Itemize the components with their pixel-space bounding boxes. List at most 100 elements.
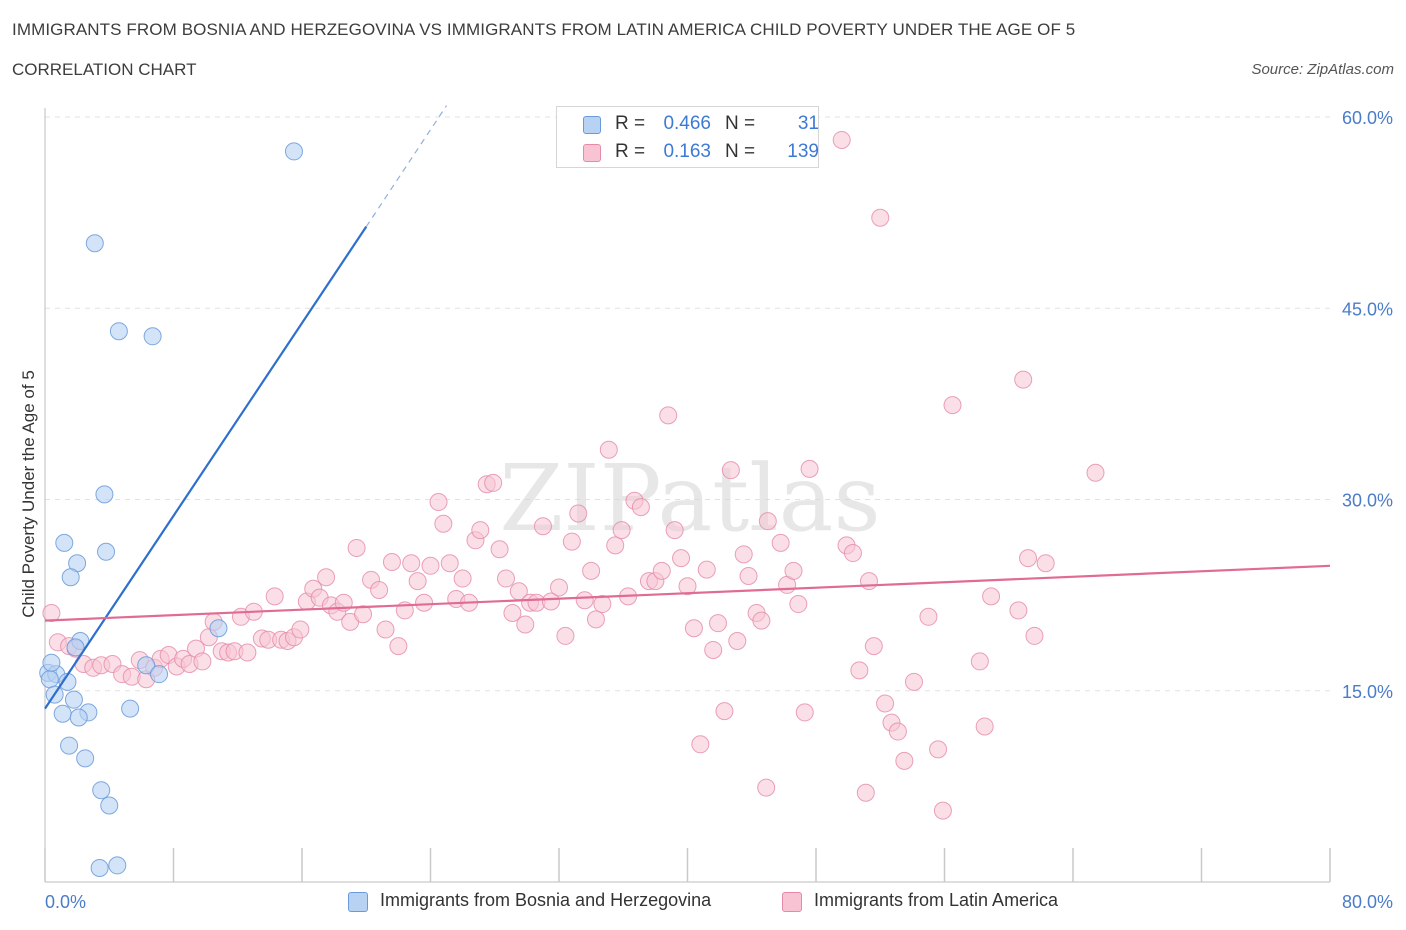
legend-swatch-blue [583,116,601,134]
latin-america-point [606,536,625,555]
latin-america-point [569,504,588,523]
y-axis-title: Child Poverty Under the Age of 5 [19,370,38,618]
legend-r-label: R = [615,141,646,162]
latin-america-points [42,130,1105,820]
latin-america-point [1036,554,1055,573]
latin-america-point [265,587,284,606]
bosnia-point [92,781,111,800]
series-legend-label: Immigrants from Latin America [814,890,1059,910]
bosnia-point [85,234,104,253]
latin-america-point [678,577,697,596]
bosnia-point [97,542,116,561]
axes-layer [44,108,1331,883]
latin-america-point [919,607,938,626]
latin-america-point [757,778,776,797]
latin-america-point [347,538,366,557]
legend-swatch-blue [348,892,368,912]
latin-america-point [291,620,310,639]
latin-america-point [490,540,509,559]
y-tick-label: 15.0% [1342,682,1393,702]
legend-swatch-pink [782,892,802,912]
latin-america-point [771,533,790,552]
latin-america-point [672,549,691,568]
bosnia-point [137,656,156,675]
latin-america-point [1019,549,1038,568]
bosnia-point [100,796,119,815]
y-tick-label: 30.0% [1342,491,1393,511]
latin-america-point [734,545,753,564]
latin-america-point [739,567,758,585]
legend-swatch-pink [583,144,601,162]
latin-america-point [434,514,453,533]
latin-america-point [684,619,703,638]
bosnia-point [55,533,74,552]
latin-america-point [1009,601,1028,620]
latin-america-point [652,561,671,580]
chart-subtitle: CORRELATION CHART [12,60,197,79]
bosnia-point [69,708,88,727]
legend-r-value: 0.163 [663,141,711,162]
latin-america-point [376,620,395,639]
legend-n-label: N = [725,113,756,134]
stats-legend: R = 0.466 N = 31 R = 0.163 N = 139 [556,106,819,168]
trend-lines [44,105,1331,710]
latin-america-point [408,572,427,591]
latin-america-point [42,603,61,622]
latin-america-point [709,614,728,633]
latin-america-point [575,591,594,610]
bosnia-point [40,670,59,689]
latin-america-point [516,615,535,634]
latin-america-point [496,569,515,588]
tick-labels: 15.0% 30.0% 45.0% 60.0% 0.0% 80.0% [45,108,1393,912]
latin-america-point [556,626,575,645]
latin-america-point [631,498,650,517]
latin-america-point [715,702,734,721]
latin-america-point [800,459,819,478]
latin-america-point [871,208,890,227]
series-legend-label: Immigrants from Bosnia and Herzegovina [380,890,712,910]
latin-america-point [904,672,923,691]
legend-n-label: N = [725,141,756,162]
latin-america-point [421,556,440,575]
latin-america-point [721,461,740,480]
y-tick-label: 60.0% [1342,108,1393,128]
latin-america-point [440,554,459,573]
bosnia-point [76,749,95,768]
bosnia-trend-line [44,226,368,710]
x-tick-label: 80.0% [1342,892,1393,912]
latin-america-point [752,611,771,630]
legend-n-value: 139 [787,141,819,162]
latin-america-point [975,717,994,736]
latin-america-point [593,595,612,614]
latin-america-point [582,561,601,580]
latin-america-point [586,610,605,629]
latin-america-point [484,473,503,492]
bosnia-point [53,704,72,723]
bosnia-point [108,856,127,875]
latin-america-point [929,740,948,759]
latin-america-point [850,661,869,680]
bosnia-point [109,322,128,341]
latin-america-point [933,801,952,820]
chart-title: IMMIGRANTS FROM BOSNIA AND HERZEGOVINA V… [12,20,1076,39]
latin-america-point [860,572,879,591]
latin-america-point [354,605,373,624]
bosnia-point [90,858,109,877]
latin-america-point [843,544,862,563]
bosnia-point [121,699,140,718]
bosnia-points [39,142,303,877]
legend-r-value: 0.466 [663,113,711,134]
latin-america-point [471,521,490,540]
latin-america-trend-line [44,564,1331,622]
x-tick-label: 0.0% [45,892,86,912]
latin-america-point [970,652,989,671]
latin-america-point [697,560,716,579]
bosnia-point [66,638,85,657]
latin-america-point [665,521,684,540]
latin-america-point [832,130,851,149]
latin-america-point [370,581,389,600]
latin-america-point [982,587,1001,606]
watermark: ZIPatlas [499,445,880,552]
latin-america-point [888,722,907,741]
